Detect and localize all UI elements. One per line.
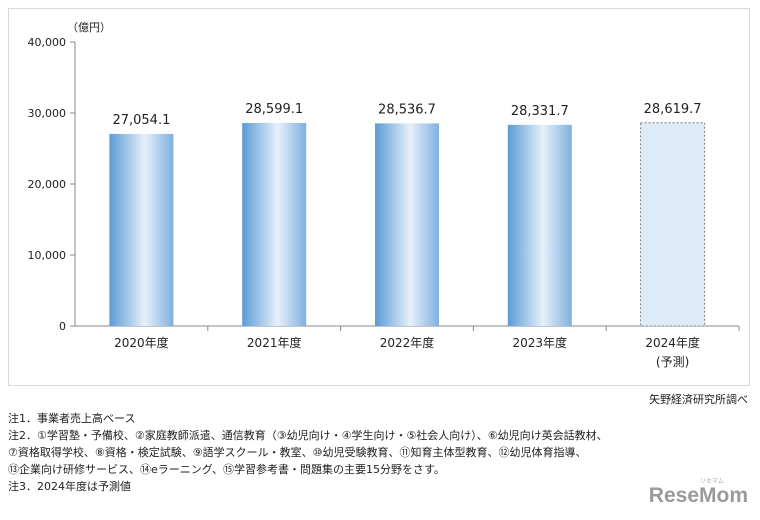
bar (242, 122, 307, 327)
bar (109, 133, 174, 326)
x-tick-label: 2023年度 (513, 335, 568, 350)
source-credit: 矢野経済研究所調べ (649, 393, 748, 406)
note-line-3: ⑦資格取得学校、⑧資格・検定試験、⑨語学スクール・教室、⑩幼児受験教育、⑪知育主… (8, 446, 587, 459)
bar (375, 123, 439, 326)
y-axis-label: （億円） (67, 21, 111, 34)
notes: 注1．事業者売上高ベース 注2．①学習塾・予備校、②家庭教師派遣、通信教育（③幼… (8, 410, 608, 495)
note-line-1: 注1．事業者売上高ベース (8, 412, 136, 425)
bar-value-label: 28,331.7 (511, 104, 569, 119)
note-line-5: 注3．2024年度は予測値 (8, 480, 131, 493)
bar (507, 124, 572, 326)
x-tick-label: 2024年度 (645, 335, 700, 350)
bar-chart: （億円） 0 10,000 20,000 30,000 40,000 27,054.1 202… (28, 21, 740, 369)
note-line-4: ⑬企業向け研修サービス、⑭eラーニング、⑮学習参考書・問題集の主要15分野をさす… (8, 463, 445, 476)
y-tick-label: 0 (59, 320, 66, 333)
chart-frame: （億円） 0 10,000 20,000 30,000 40,000 27,054.1 202… (8, 8, 750, 386)
bar-value-label: 28,536.7 (378, 102, 436, 117)
y-tick-label: 40,000 (28, 36, 67, 49)
x-tick-label: 2020年度 (114, 335, 169, 350)
y-tick-label: 10,000 (28, 249, 67, 262)
bar-value-label: 28,599.1 (245, 102, 303, 117)
y-tick-label: 20,000 (28, 178, 67, 191)
bar-value-label: 28,619.7 (644, 102, 702, 117)
bar-value-label: 27,054.1 (112, 113, 170, 128)
y-tick-label: 30,000 (28, 107, 67, 120)
logo-kana: リセマム (699, 478, 724, 485)
x-tick-sublabel: (予測) (656, 355, 689, 369)
x-tick-label: 2021年度 (247, 335, 302, 350)
bar-forecast (640, 122, 706, 327)
note-line-2: 注2．①学習塾・予備校、②家庭教師派遣、通信教育（③幼児向け・④学生向け・⑤社会… (8, 429, 608, 442)
resemom-logo: ReseMom (648, 484, 748, 507)
x-tick-label: 2022年度 (380, 335, 435, 350)
